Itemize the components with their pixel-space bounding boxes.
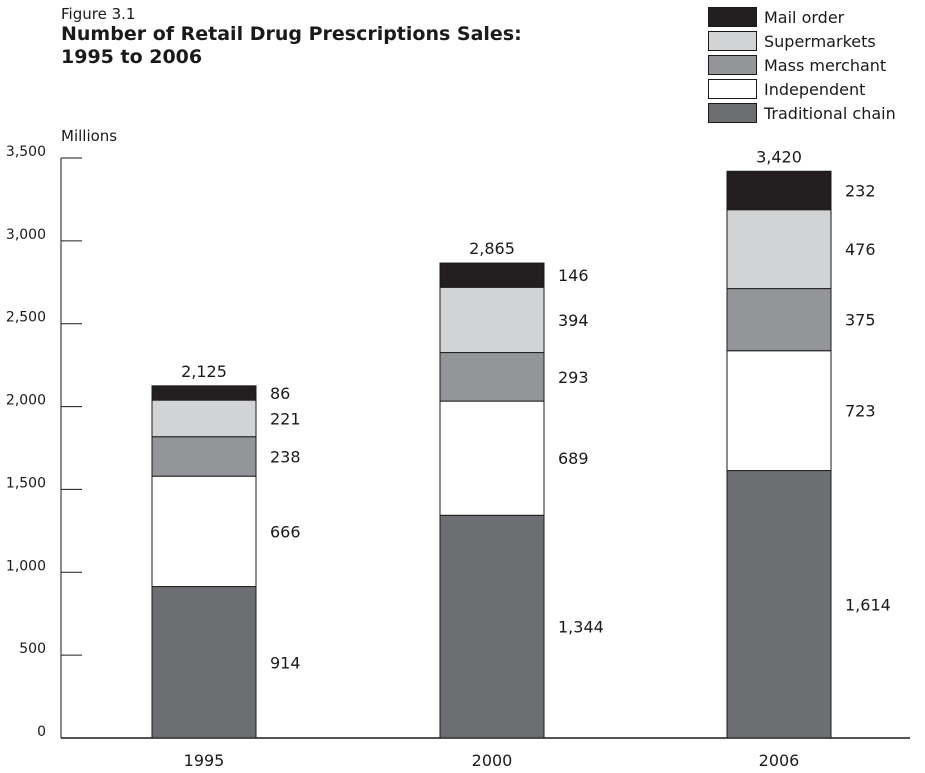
y-tick-label: 500	[19, 641, 46, 657]
legend-swatch-independent	[708, 79, 757, 99]
figure-label: Figure 3.1	[61, 5, 136, 23]
y-tick-label: 0	[37, 724, 46, 740]
bar-segment	[151, 475, 257, 588]
data-label: 86	[270, 384, 290, 403]
legend-swatch-supermarkets	[708, 31, 757, 51]
legend-item-mass-merchant: Mass merchant	[708, 53, 896, 77]
chart-title-line-2: 1995 to 2006	[61, 46, 203, 68]
legend-item-traditional-chain: Traditional chain	[708, 101, 896, 125]
legend-item-mail-order: Mail order	[708, 5, 896, 29]
bar-segment	[151, 586, 257, 739]
legend-label-mass-merchant: Mass merchant	[764, 55, 887, 75]
bar-segment	[151, 436, 257, 477]
legend-label-mail-order: Mail order	[764, 7, 845, 27]
x-tick-label: 2006	[759, 751, 800, 770]
bar-segment	[151, 385, 257, 401]
data-label: 1,614	[845, 595, 891, 614]
bar-segment	[151, 399, 257, 438]
data-label: 914	[270, 653, 301, 672]
data-label: 221	[270, 409, 301, 428]
data-label: 476	[845, 240, 876, 259]
bar-segment	[439, 514, 545, 739]
bar-segment	[726, 470, 832, 739]
chart-title-line-1: Number of Retail Drug Prescriptions Sale…	[61, 23, 522, 45]
data-label: 232	[845, 181, 876, 200]
legend-label-supermarkets: Supermarkets	[764, 31, 876, 51]
legend-label-traditional-chain: Traditional chain	[764, 103, 896, 123]
y-tick-label: 2,000	[6, 393, 46, 409]
bar-segment	[439, 262, 545, 288]
legend-label-independent: Independent	[764, 79, 866, 99]
data-label: 723	[845, 402, 876, 421]
x-tick-label: 2000	[472, 751, 513, 770]
bar-segment	[439, 286, 545, 354]
bar-segment	[439, 400, 545, 516]
total-label: 2,865	[469, 239, 515, 258]
legend-swatch-traditional-chain	[708, 103, 757, 123]
data-label: 146	[558, 266, 589, 285]
chart-title: Number of Retail Drug Prescriptions Sale…	[61, 23, 581, 69]
y-tick-label: 1,500	[6, 475, 46, 491]
data-label: 394	[558, 311, 589, 330]
data-label: 375	[845, 311, 876, 330]
data-label: 689	[558, 449, 589, 468]
data-label: 1,344	[558, 618, 604, 637]
data-label: 293	[558, 368, 589, 387]
legend-swatch-mail-order	[708, 7, 757, 27]
y-tick-label: 3,500	[6, 144, 46, 160]
data-label: 238	[270, 447, 301, 466]
y-tick-label: 3,000	[6, 227, 46, 243]
data-label: 666	[270, 522, 301, 541]
bar-segment	[726, 350, 832, 472]
legend-swatch-mass-merchant	[708, 55, 757, 75]
bar-segment	[726, 209, 832, 290]
bar-segment	[439, 352, 545, 402]
legend-item-supermarkets: Supermarkets	[708, 29, 896, 53]
bar-segment	[726, 288, 832, 352]
legend-item-independent: Independent	[708, 77, 896, 101]
x-tick-label: 1995	[184, 751, 225, 770]
bar-segment	[726, 170, 832, 211]
total-label: 2,125	[181, 362, 227, 381]
total-label: 3,420	[756, 147, 802, 166]
y-tick-label: 2,500	[6, 310, 46, 326]
legend: Mail order Supermarkets Mass merchant In…	[708, 5, 896, 125]
y-tick-label: 1,000	[6, 558, 46, 574]
units-label: Millions	[61, 127, 118, 145]
